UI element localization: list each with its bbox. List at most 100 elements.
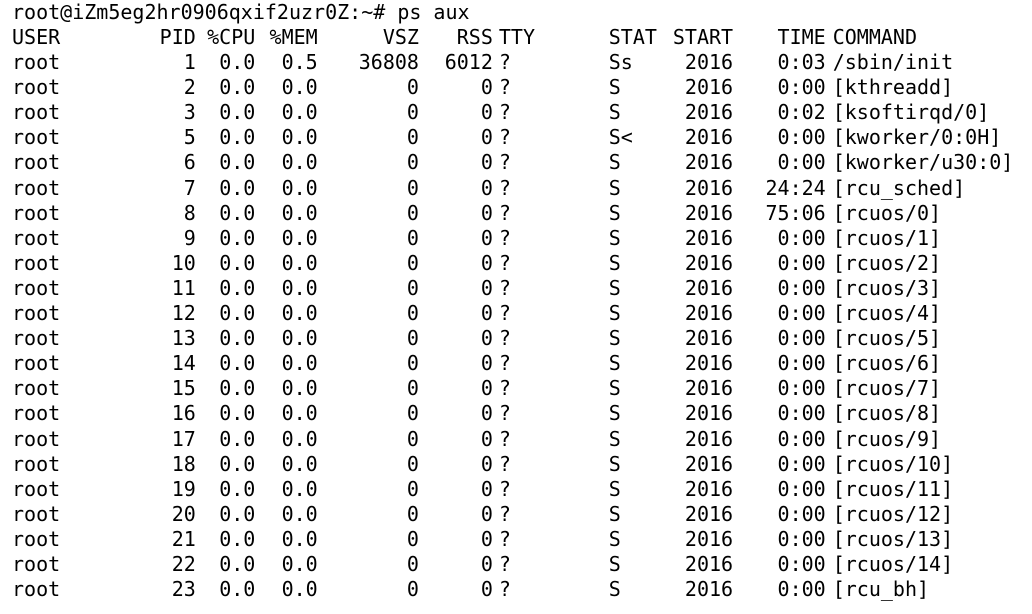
cell-user: root xyxy=(12,175,61,200)
cell-vsz: 0 xyxy=(406,100,419,125)
cell-stat: S xyxy=(608,150,621,175)
cell-command: [rcu_bh] xyxy=(832,577,930,602)
cell-tty: ? xyxy=(498,426,511,451)
cell-stat: S xyxy=(608,250,621,275)
cell-mem: 0.0 xyxy=(281,150,318,175)
cell-tty: ? xyxy=(498,351,511,376)
column-header-user: USER xyxy=(12,25,61,49)
cell-cpu: 0.0 xyxy=(219,451,256,476)
cell-mem: 0.0 xyxy=(281,526,318,551)
cell-rss: 0 xyxy=(480,125,493,150)
cell-cpu: 0.0 xyxy=(219,250,256,275)
cell-pid: 5 xyxy=(183,125,196,150)
cell-stat: S xyxy=(608,175,621,200)
cell-time: 75:06 xyxy=(765,200,826,225)
cell-mem: 0.0 xyxy=(281,577,318,602)
cell-mem: 0.0 xyxy=(281,175,318,200)
cell-cpu: 0.0 xyxy=(219,577,256,602)
cell-tty: ? xyxy=(498,326,511,351)
cell-pid: 19 xyxy=(171,476,196,501)
cell-start: 2016 xyxy=(684,100,734,125)
table-row: root 16 0.0 0.0 0 0? S 2016 0:00 [rcuos/8] xyxy=(12,401,1032,426)
cell-rss: 0 xyxy=(480,526,493,551)
cell-user: root xyxy=(12,426,61,451)
cell-stat: S xyxy=(608,75,621,100)
cell-user: root xyxy=(12,125,61,150)
cell-time: 0:00 xyxy=(777,351,826,376)
cell-mem: 0.0 xyxy=(281,225,318,250)
cell-start: 2016 xyxy=(684,426,734,451)
cell-vsz: 36808 xyxy=(358,50,419,75)
cell-command: [rcuos/3] xyxy=(832,275,942,300)
cell-cpu: 0.0 xyxy=(219,301,256,326)
cell-pid: 8 xyxy=(183,200,196,225)
cell-tty: ? xyxy=(498,551,511,576)
cell-time: 0:00 xyxy=(777,250,826,275)
cell-cpu: 0.0 xyxy=(219,200,256,225)
table-row: root 23 0.0 0.0 0 0? S 2016 0:00 [rcu_bh] xyxy=(12,577,1032,602)
cell-tty: ? xyxy=(498,401,511,426)
cell-user: root xyxy=(12,301,61,326)
cell-cpu: 0.0 xyxy=(219,551,256,576)
cell-cpu: 0.0 xyxy=(219,225,256,250)
cell-pid: 14 xyxy=(171,351,196,376)
table-row: root 18 0.0 0.0 0 0? S 2016 0:00 [rcuos/10] xyxy=(12,452,1032,477)
cell-start: 2016 xyxy=(684,501,734,526)
cell-start: 2016 xyxy=(684,75,734,100)
cell-command: [rcuos/14] xyxy=(832,551,954,576)
cell-time: 0:00 xyxy=(777,476,826,501)
cell-mem: 0.0 xyxy=(281,451,318,476)
cell-vsz: 0 xyxy=(406,150,419,175)
cell-vsz: 0 xyxy=(406,75,419,100)
cell-user: root xyxy=(12,401,61,426)
cell-stat: S xyxy=(608,426,621,451)
cell-command: [rcuos/2] xyxy=(832,250,942,275)
cell-cpu: 0.0 xyxy=(219,351,256,376)
cell-pid: 7 xyxy=(183,175,196,200)
cell-rss: 0 xyxy=(480,551,493,576)
cell-start: 2016 xyxy=(684,275,734,300)
cell-vsz: 0 xyxy=(406,401,419,426)
cell-cpu: 0.0 xyxy=(219,275,256,300)
cell-command: [rcuos/12] xyxy=(832,501,954,526)
cell-rss: 0 xyxy=(480,501,493,526)
cell-vsz: 0 xyxy=(406,175,419,200)
cell-rss: 0 xyxy=(480,476,493,501)
cell-user: root xyxy=(12,200,61,225)
cell-time: 0:00 xyxy=(777,501,826,526)
cell-mem: 0.0 xyxy=(281,476,318,501)
cell-time: 0:00 xyxy=(777,150,826,175)
cell-command: [rcuos/7] xyxy=(832,376,942,401)
cell-rss: 0 xyxy=(480,275,493,300)
cell-command: [kworker/u30:0] xyxy=(832,150,1014,175)
column-header-cpu: %CPU xyxy=(207,25,256,49)
cell-command: [rcuos/0] xyxy=(832,200,942,225)
cell-pid: 15 xyxy=(171,376,196,401)
cell-time: 0:00 xyxy=(777,526,826,551)
cell-tty: ? xyxy=(498,50,511,75)
process-rows: root 1 0.0 0.5 36808 6012? Ss 2016 0:03/sbin/ini… xyxy=(12,50,1032,602)
cell-cpu: 0.0 xyxy=(219,476,256,501)
cell-rss: 0 xyxy=(480,200,493,225)
cell-user: root xyxy=(12,577,61,602)
cell-mem: 0.0 xyxy=(281,501,318,526)
cell-cpu: 0.0 xyxy=(219,526,256,551)
cell-mem: 0.0 xyxy=(281,275,318,300)
cell-rss: 0 xyxy=(480,577,493,602)
cell-time: 0:00 xyxy=(777,577,826,602)
cell-user: root xyxy=(12,275,61,300)
table-header-row: USER PID %CPU %MEM VSZ RSS TTY STAT STAR… xyxy=(12,25,1032,50)
cell-cpu: 0.0 xyxy=(219,376,256,401)
cell-command: [ksoftirqd/0] xyxy=(832,100,990,125)
cell-mem: 0.0 xyxy=(281,326,318,351)
column-header-mem: %MEM xyxy=(269,25,318,49)
cell-tty: ? xyxy=(498,125,511,150)
cell-stat: S xyxy=(608,275,621,300)
cell-mem: 0.0 xyxy=(281,125,318,150)
cell-mem: 0.0 xyxy=(281,376,318,401)
cell-command: [kworker/0:0H] xyxy=(832,125,1002,150)
cell-vsz: 0 xyxy=(406,250,419,275)
cell-time: 24:24 xyxy=(765,175,826,200)
column-header-rss: RSS xyxy=(456,25,493,49)
